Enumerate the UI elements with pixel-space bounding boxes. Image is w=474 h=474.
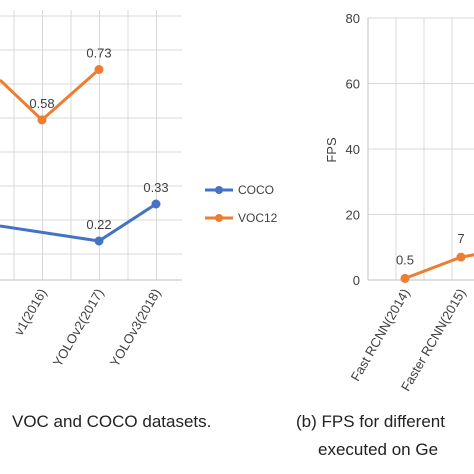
series-line-coco xyxy=(0,202,157,243)
right-y-tick-label: 20 xyxy=(346,208,360,223)
left-x-tick-label: YOLOv2(2017) xyxy=(50,286,107,369)
legend-label-coco: COCO xyxy=(238,183,274,197)
data-label-voc12: 0.58 xyxy=(29,96,54,111)
right-y-axis-title: FPS xyxy=(324,137,339,163)
data-label-voc12: 0.73 xyxy=(86,46,111,61)
right-data-label: 0.5 xyxy=(396,252,414,267)
data-label-coco: 0.33 xyxy=(143,180,168,195)
series-point-voc12 xyxy=(37,115,47,125)
right-caption-line1: (b) FPS for different xyxy=(296,412,445,431)
left-x-tick-label: YOLOv3(2018) xyxy=(107,286,164,369)
right-chart: 0 20 40 60 80 FPS 0.5 7 Fast RCNN(2014)Faster RC… xyxy=(324,11,474,394)
legend-marker-voc12 xyxy=(215,214,223,222)
right-series-point xyxy=(400,273,410,283)
right-series-line xyxy=(404,253,474,280)
left-caption: VOC and COCO datasets. xyxy=(12,412,212,431)
right-y-tick-label: 0 xyxy=(353,273,360,288)
right-caption-line2: executed on Ge xyxy=(318,440,439,459)
data-label-coco: 0.22 xyxy=(86,217,111,232)
right-x-tick-label: Faster RCNN(2015) xyxy=(398,286,469,394)
legend-label-voc12: VOC12 xyxy=(238,211,278,225)
series-point-coco xyxy=(151,199,161,209)
right-data-label: 7 xyxy=(457,231,464,246)
series-point-coco xyxy=(94,236,104,246)
left-chart: 0.22 0.33 0.58 0.73 v1(2016) YOLOv2(2017) YOLO… xyxy=(0,10,182,369)
legend-marker-coco xyxy=(215,186,223,194)
right-x-tick-label: Fast RCNN(2014) xyxy=(348,286,413,384)
right-y-tick-label: 40 xyxy=(346,142,360,157)
right-y-tick-label: 80 xyxy=(346,11,360,26)
right-series-point xyxy=(456,252,466,262)
left-x-tick-label: v1(2016) xyxy=(11,286,50,338)
right-y-tick-label: 60 xyxy=(346,77,360,92)
series-point-voc12 xyxy=(94,65,104,74)
left-legend: COCO VOC12 xyxy=(205,183,278,225)
series-line-voc12 xyxy=(0,68,100,122)
